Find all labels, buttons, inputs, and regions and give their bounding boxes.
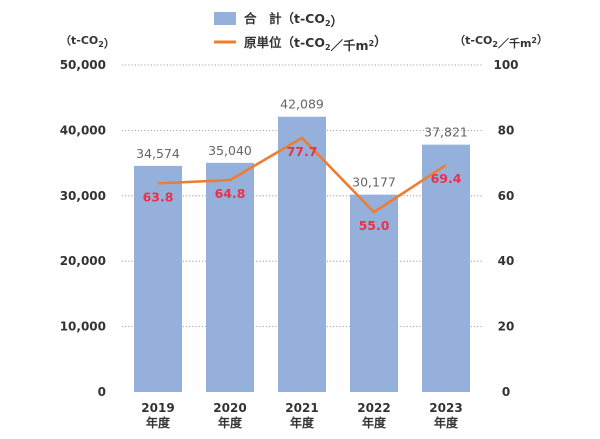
category-label: 2021 (285, 401, 318, 415)
bar (278, 116, 326, 392)
ratio-line (157, 136, 447, 214)
bar (350, 194, 398, 392)
bar (134, 165, 182, 392)
category-label: 年度 (362, 415, 387, 430)
bar-value-label: 35,040 (208, 143, 252, 158)
ratio-value-label: 64.8 (215, 186, 246, 201)
legend-bar-label: 合 計（t-CO2） (244, 11, 343, 29)
bar-value-label: 30,177 (352, 175, 396, 190)
legend-bar-swatch (214, 12, 236, 25)
bar (422, 144, 470, 392)
category-label: 年度 (146, 415, 171, 430)
category-label: 2020 (213, 401, 246, 415)
y-left-tick-label: 40,000 (60, 123, 106, 137)
y-right-tick-label: 60 (498, 189, 515, 203)
y-right-tick-label: 100 (493, 58, 518, 72)
category-label: 年度 (434, 415, 459, 430)
legend-line-label: 原単位（t-CO2／千m2） (244, 34, 387, 53)
y-right-tick-label: 20 (498, 320, 515, 334)
ratio-value-label: 77.7 (287, 144, 318, 159)
y-right-tick-label: 0 (502, 385, 510, 399)
category-label: 2023 (429, 401, 462, 415)
category-label: 2019 (141, 401, 174, 415)
bar (206, 162, 254, 392)
y-left-tick-label: 50,000 (60, 58, 106, 72)
y-left-tick-label: 20,000 (60, 254, 106, 268)
bar-value-label: 37,821 (424, 125, 468, 140)
category-label: 2022 (357, 401, 390, 415)
bar-value-label: 34,574 (136, 146, 180, 161)
category-label: 年度 (218, 415, 243, 430)
ratio-value-label: 55.0 (359, 218, 390, 233)
category-label: 年度 (290, 415, 315, 430)
y-right-tick-label: 80 (498, 123, 515, 137)
y-left-tick-label: 30,000 (60, 189, 106, 203)
ratio-value-label: 63.8 (143, 189, 174, 204)
bar-value-label: 42,089 (280, 97, 324, 112)
y-left-tick-label: 10,000 (60, 320, 106, 334)
ratio-value-label: 69.4 (431, 171, 462, 186)
y-left-tick-label: 0 (98, 385, 106, 399)
y-right-tick-label: 40 (498, 254, 515, 268)
y-left-unit-label: （t-CO2） (60, 34, 115, 50)
y-right-unit-label: （t-CO2／千m2） (454, 33, 548, 50)
